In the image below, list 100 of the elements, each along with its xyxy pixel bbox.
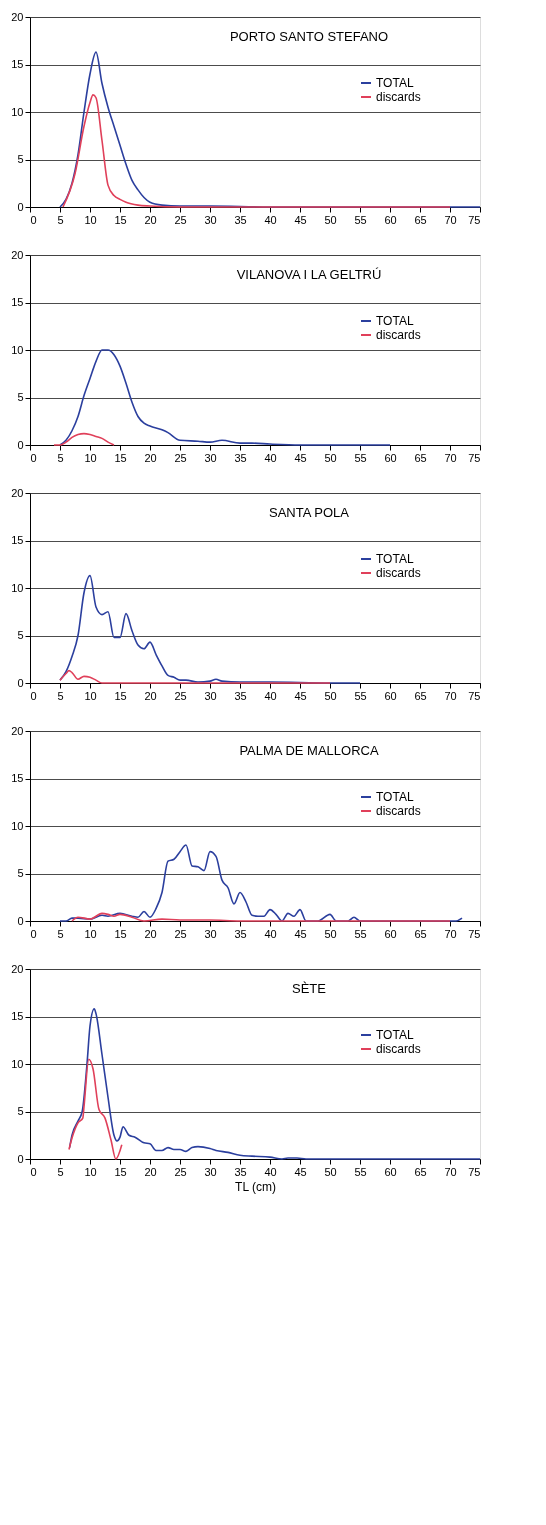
y-tick-label: 15 xyxy=(11,296,24,308)
line-series xyxy=(62,94,451,208)
legend-label: discards xyxy=(376,804,421,818)
y-tick-label: 10 xyxy=(11,1057,24,1070)
y-tick-label: 5 xyxy=(17,1105,24,1117)
x-tick-label: 45 xyxy=(294,689,307,702)
x-tick-label: 10 xyxy=(84,213,97,226)
x-tick-label: 0 xyxy=(30,451,37,464)
y-tick-label: 20 xyxy=(11,962,24,975)
x-tick-label: 35 xyxy=(234,689,247,702)
y-tick-label: 20 xyxy=(11,724,24,737)
legend-label: discards xyxy=(376,90,421,104)
legend-label: discards xyxy=(376,566,421,580)
x-tick-label: 0 xyxy=(30,213,37,226)
x-tick-label: 65 xyxy=(414,1165,427,1178)
y-tick-label: 15 xyxy=(11,58,24,70)
x-tick-label: 65 xyxy=(414,927,427,940)
y-tick-label: 20 xyxy=(11,10,24,23)
y-tick-label: 0 xyxy=(17,914,24,927)
x-tick-label: 70 xyxy=(444,1165,457,1178)
text: SANTA POLA xyxy=(269,505,350,520)
x-tick-label: 50 xyxy=(324,927,337,940)
x-tick-label: 10 xyxy=(84,689,97,702)
x-tick-label: 50 xyxy=(324,689,337,702)
x-tick-label: 70 xyxy=(444,689,457,702)
x-tick-label: 75 xyxy=(468,451,481,464)
x-tick-label: 25 xyxy=(174,689,187,702)
x-tick-label: 65 xyxy=(414,213,427,226)
y-tick-label: 5 xyxy=(17,629,24,641)
x-tick-label: 30 xyxy=(204,689,217,702)
line-series xyxy=(53,432,115,446)
line-series xyxy=(68,1008,481,1160)
x-tick-label: 20 xyxy=(144,689,157,702)
x-tick-label: 25 xyxy=(174,927,187,940)
text: VILANOVA I LA GELTRÚ xyxy=(236,267,382,282)
legend-label: discards xyxy=(376,1042,421,1056)
x-tick-label: 15 xyxy=(114,213,127,226)
x-tick-label: 60 xyxy=(384,1165,397,1178)
x-tick-label: 40 xyxy=(264,451,277,464)
line-series xyxy=(71,912,451,922)
x-tick-label: 35 xyxy=(234,213,247,226)
x-tick-label: 15 xyxy=(114,451,127,464)
x-tick-label: 70 xyxy=(444,451,457,464)
x-tick-label: 15 xyxy=(114,1165,127,1178)
text: SÈTE xyxy=(292,981,327,996)
y-tick-label: 0 xyxy=(17,200,24,213)
x-tick-label: 10 xyxy=(84,927,97,940)
x-tick-label: 0 xyxy=(30,1165,37,1178)
x-tick-label: 65 xyxy=(414,689,427,702)
line-series xyxy=(59,349,391,446)
x-tick-label: 50 xyxy=(324,213,337,226)
x-tick-label: 25 xyxy=(174,451,187,464)
x-tick-label: 5 xyxy=(57,1165,64,1178)
x-tick-label: 55 xyxy=(354,1165,367,1178)
x-tick-label: 20 xyxy=(144,1165,157,1178)
y-tick-label: 0 xyxy=(17,438,24,451)
y-tick-label: 0 xyxy=(17,1152,24,1165)
y-tick-label: 5 xyxy=(17,153,24,165)
x-tick-label: 60 xyxy=(384,689,397,702)
x-tick-label: 25 xyxy=(174,213,187,226)
y-tick-label: 15 xyxy=(11,534,24,546)
y-tick-label: 0 xyxy=(17,676,24,689)
text: PORTO SANTO STEFANO xyxy=(229,29,389,44)
x-tick-label: 15 xyxy=(114,927,127,940)
x-tick-label: 5 xyxy=(57,451,64,464)
y-tick-label: 5 xyxy=(17,391,24,403)
x-tick-label: 70 xyxy=(444,213,457,226)
x-tick-label: 75 xyxy=(468,1165,481,1178)
y-tick-label: 20 xyxy=(11,248,24,261)
x-tick-label: 55 xyxy=(354,689,367,702)
x-tick-label: 15 xyxy=(114,689,127,702)
legend-label: TOTAL xyxy=(376,1028,414,1042)
line-series xyxy=(68,1058,123,1160)
x-tick-label: 20 xyxy=(144,927,157,940)
x-tick-label: 55 xyxy=(354,213,367,226)
x-tick-label: 70 xyxy=(444,927,457,940)
x-tick-label: 5 xyxy=(57,689,64,702)
x-tick-label: 60 xyxy=(384,451,397,464)
x-tick-label: 20 xyxy=(144,451,157,464)
x-tick-label: 30 xyxy=(204,927,217,940)
line-series xyxy=(59,669,331,684)
x-tick-label: 10 xyxy=(84,1165,97,1178)
x-tick-label: 40 xyxy=(264,927,277,940)
x-tick-label: 60 xyxy=(384,213,397,226)
x-tick-label: 35 xyxy=(234,451,247,464)
x-tick-label: 10 xyxy=(84,451,97,464)
x-tick-label: 30 xyxy=(204,451,217,464)
y-tick-label: 10 xyxy=(11,105,24,118)
x-tick-label: 75 xyxy=(468,927,481,940)
y-tick-label: 20 xyxy=(11,486,24,499)
x-tick-label: 45 xyxy=(294,1165,307,1178)
y-tick-label: 5 xyxy=(17,867,24,879)
x-tick-label: 40 xyxy=(264,213,277,226)
legend-label: TOTAL xyxy=(376,314,414,328)
x-tick-label: 45 xyxy=(294,213,307,226)
y-tick-label: 10 xyxy=(11,581,24,594)
x-tick-label: 5 xyxy=(57,213,64,226)
x-tick-label: 20 xyxy=(144,213,157,226)
x-tick-label: 75 xyxy=(468,689,481,702)
y-tick-label: 10 xyxy=(11,343,24,356)
